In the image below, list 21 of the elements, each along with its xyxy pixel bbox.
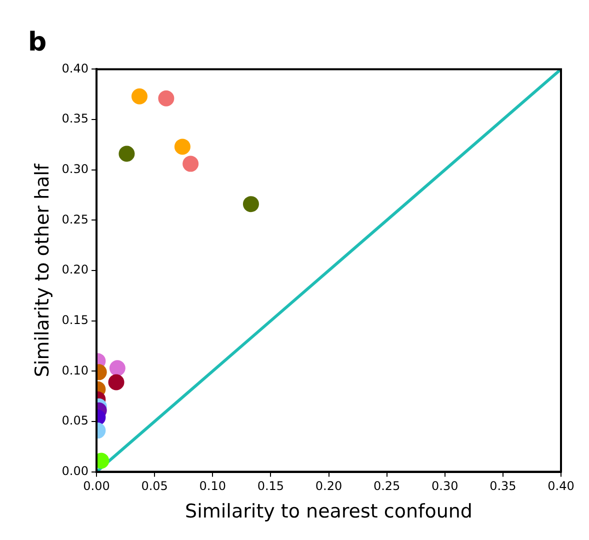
- x-tick-label: 0.30: [432, 479, 458, 494]
- y-tick-label: 0.15: [62, 312, 89, 327]
- y-tick-label: 0.30: [62, 162, 89, 176]
- y-tick-label: 0.20: [62, 262, 89, 277]
- y-tick-label: 0.10: [62, 363, 89, 378]
- y-tick-label: 0.05: [62, 414, 89, 428]
- x-tick-label: 0.35: [490, 479, 516, 494]
- x-tick-label: 0.20: [315, 479, 342, 494]
- x-tick-label: 0.05: [141, 479, 168, 494]
- y-axis-title: Similarity to other half: [31, 162, 54, 378]
- x-tick-label: 0.25: [373, 479, 400, 494]
- y-tick-label: 0.35: [62, 112, 89, 126]
- x-tick-label: 0.15: [257, 479, 284, 494]
- chart-title: b: [28, 27, 47, 58]
- y-tick-label: 0.40: [62, 61, 89, 76]
- x-tick-label: 0.00: [83, 479, 110, 494]
- y-tick-label: 0.00: [62, 464, 89, 478]
- x-tick-label: 0.10: [199, 479, 226, 494]
- x-axis-title: Similarity to nearest confound: [185, 500, 472, 523]
- y-tick-label: 0.25: [62, 212, 89, 226]
- x-tick-label: 0.40: [548, 479, 574, 494]
